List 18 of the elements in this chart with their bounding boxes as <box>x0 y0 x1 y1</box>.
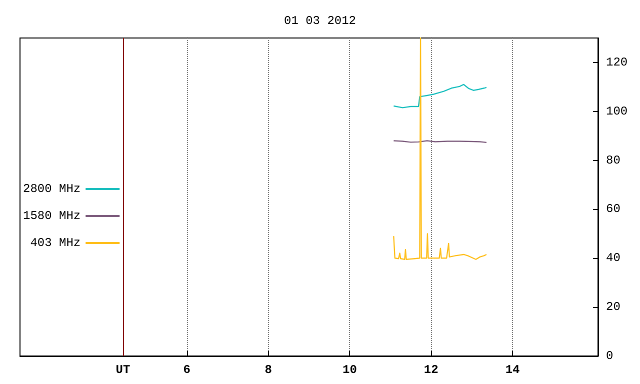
legend-label: 1580 MHz <box>23 209 81 223</box>
chart-title: 01 03 2012 <box>284 14 356 28</box>
y-tick-label: 100 <box>606 104 628 118</box>
x-tick-label: 14 <box>505 363 520 377</box>
x-tick-label: UT <box>116 363 130 377</box>
legend-label: 403 MHz <box>30 236 81 250</box>
y-tick-label: 80 <box>606 153 620 168</box>
x-tick-label: 8 <box>264 363 272 377</box>
y-tick-label: 40 <box>606 251 620 266</box>
y-tick-label: 20 <box>606 300 620 314</box>
y-tick-label: 60 <box>606 202 620 216</box>
line-series <box>393 84 488 108</box>
y-tick-label: 120 <box>606 55 628 70</box>
x-tick-label: 10 <box>342 363 357 377</box>
y-tick-label: 0 <box>606 349 614 363</box>
x-tick-label: 12 <box>424 363 438 377</box>
x-tick-label: 6 <box>183 363 190 377</box>
legend-label: 2800 MHz <box>23 182 81 196</box>
